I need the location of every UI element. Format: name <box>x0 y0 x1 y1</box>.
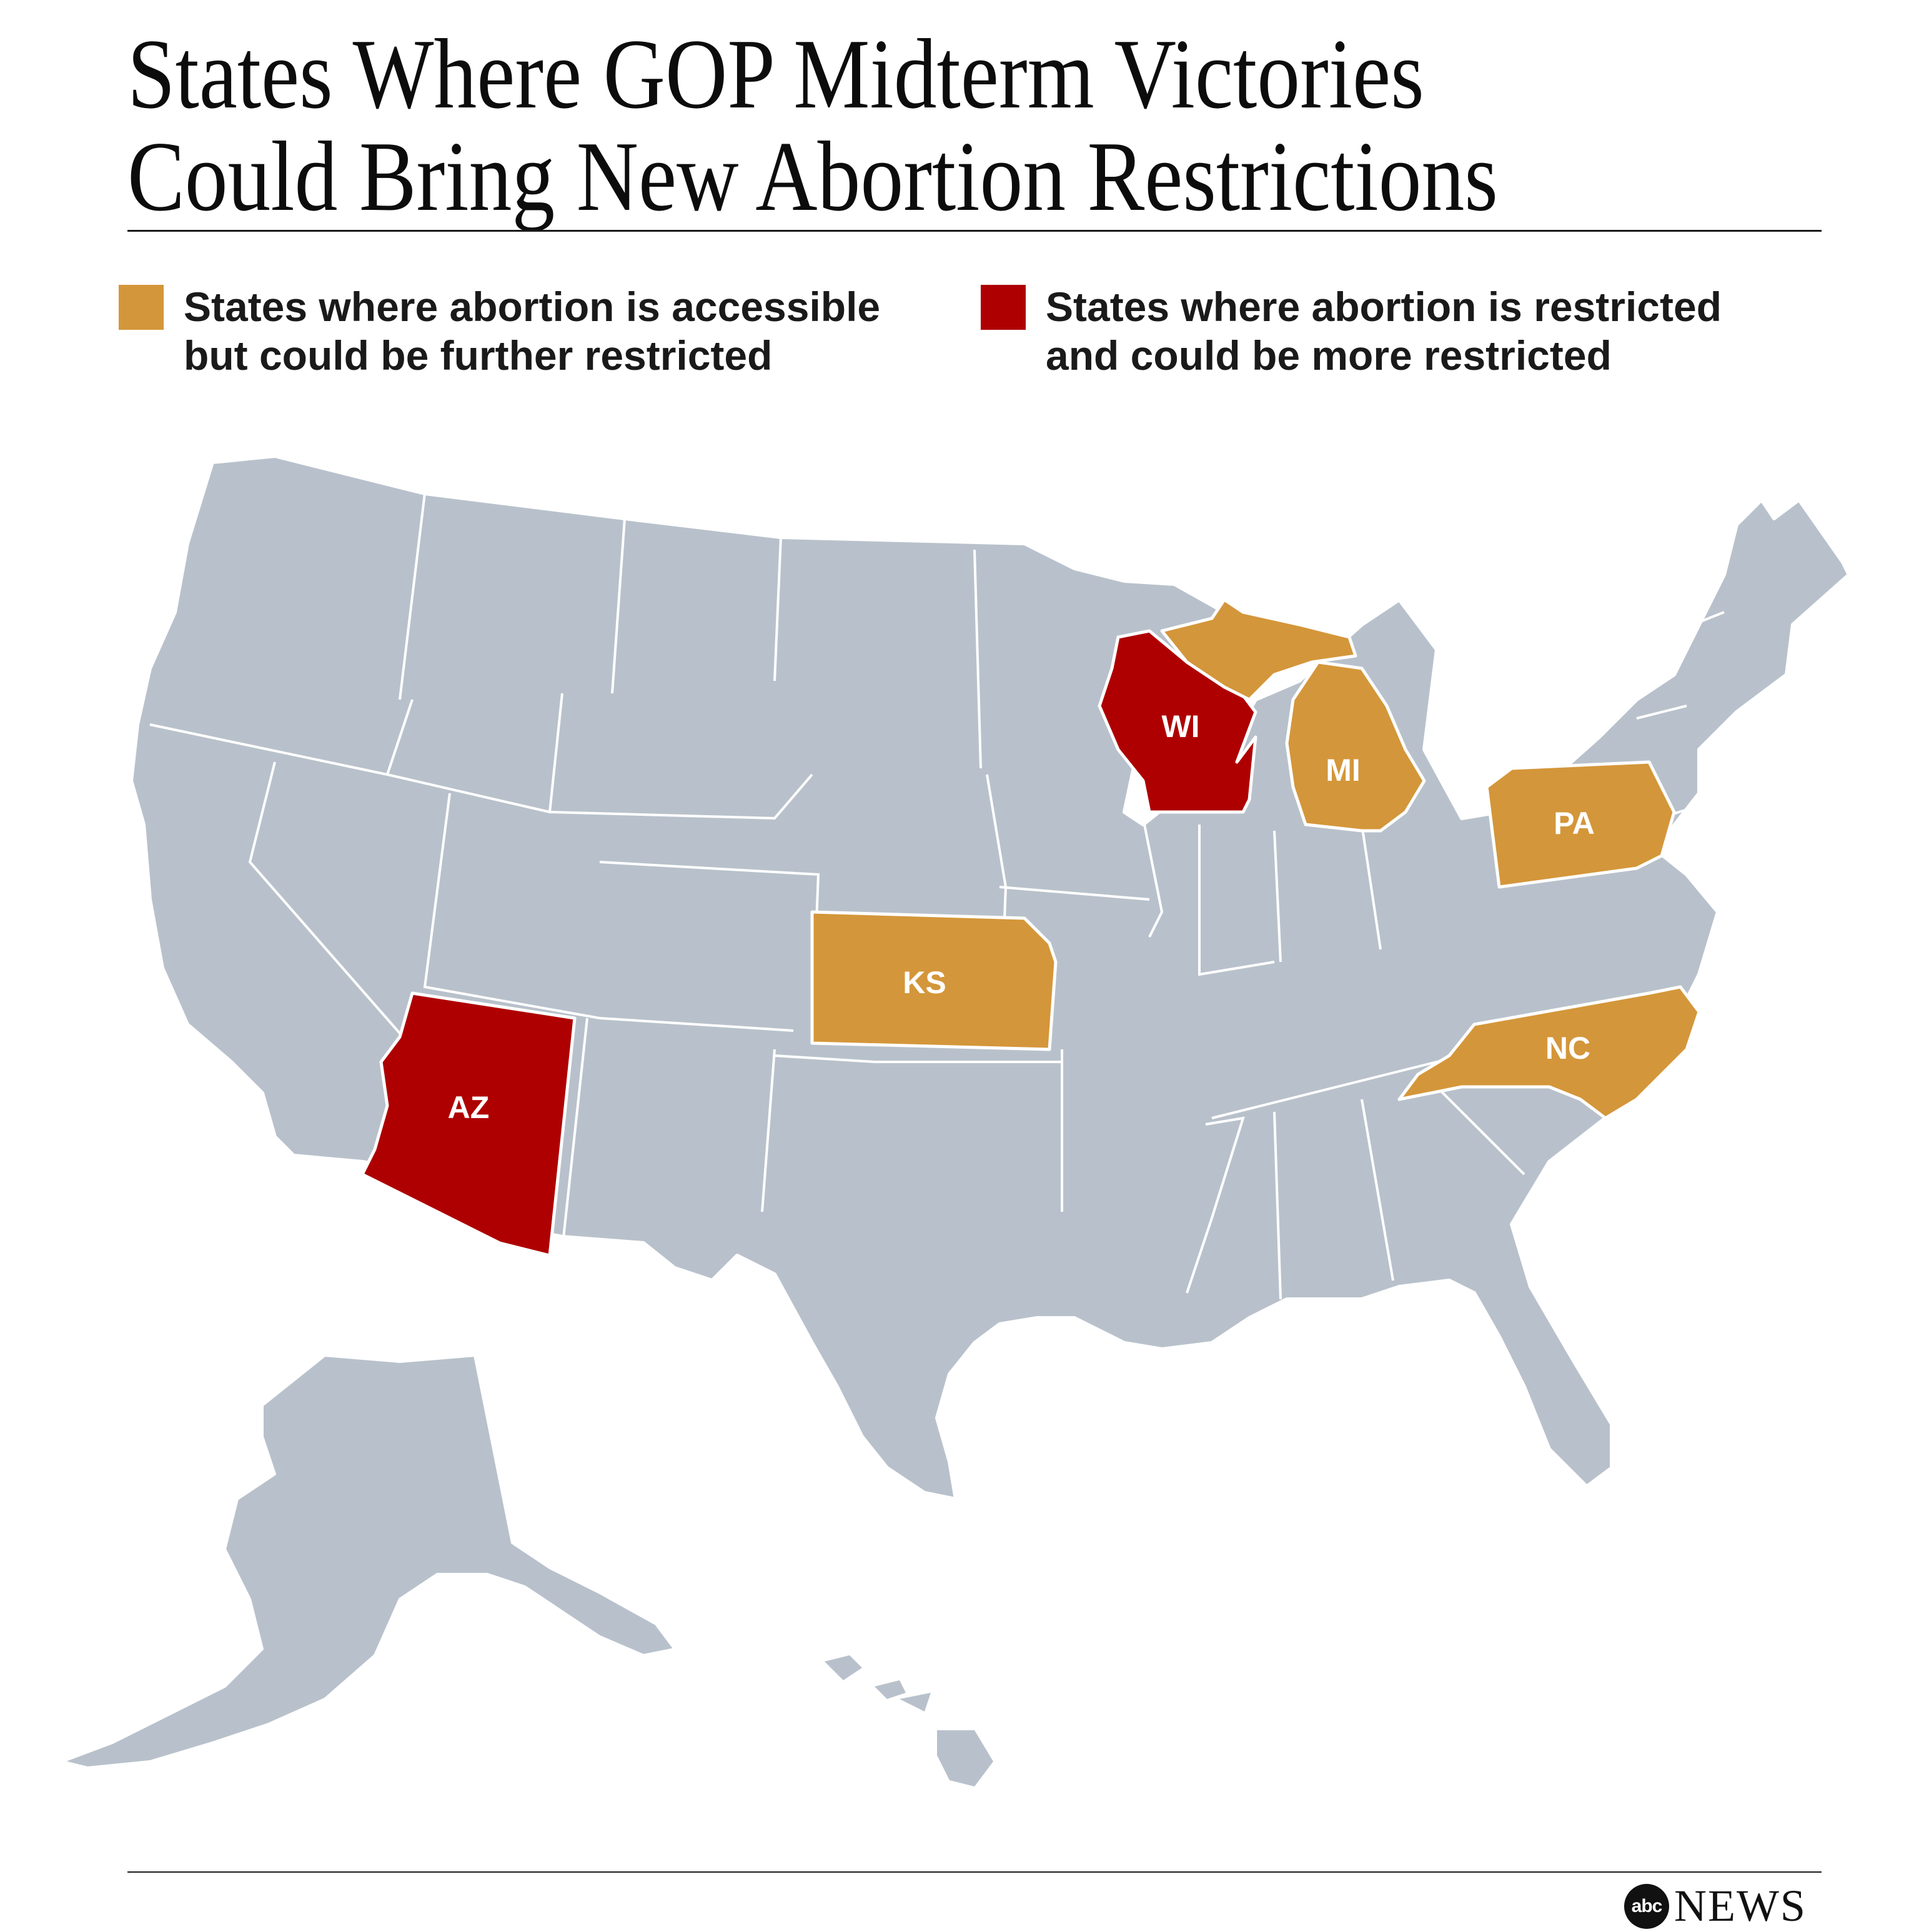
state-borders <box>149 493 1725 1300</box>
border-lines <box>149 493 1725 1300</box>
title-divider <box>127 230 1822 232</box>
state-mi-upper <box>1160 598 1357 701</box>
map-title-line-1: States Where GOP Midterm Victories <box>127 18 1424 129</box>
state-code-nc: NC <box>1545 1031 1590 1066</box>
us-base-landmass <box>61 454 1851 1786</box>
legend-item-restricted: States where abortion is restricted and … <box>981 282 1722 380</box>
state-code-az: AZ <box>448 1090 490 1125</box>
state-code-pa: PA <box>1554 806 1595 841</box>
state-pa <box>1485 760 1676 889</box>
map-title: States Where GOP Midterm Victories Could… <box>127 22 1589 227</box>
abc-news-logo: abc NEWS <box>1624 1880 1807 1932</box>
footer-divider <box>127 1871 1822 1873</box>
hawaii-island-3 <box>900 1693 931 1712</box>
hawaii-island-4 <box>937 1730 993 1786</box>
hawaii-island-1 <box>825 1655 862 1680</box>
state-mi-lower <box>1285 660 1426 833</box>
abc-logo-ball: abc <box>1624 1883 1669 1929</box>
map-title-line-2: Could Bring New Abortion Restrictions <box>127 121 1498 232</box>
state-code-wi: WI <box>1161 709 1199 744</box>
state-code-ks: KS <box>903 965 946 1000</box>
state-nc <box>1397 985 1701 1120</box>
legend-swatch-accessible <box>119 285 164 330</box>
state-ks <box>810 910 1058 1051</box>
highlighted-states <box>360 598 1701 1257</box>
legend-swatch-restricted <box>981 285 1026 330</box>
legend-label-accessible: States where abortion is accessible but … <box>184 284 881 379</box>
state-code-mi: MI <box>1326 753 1361 788</box>
state-az <box>360 991 577 1257</box>
legend-item-accessible: States where abortion is accessible but … <box>119 282 880 380</box>
state-code-labels: WI AZ MI PA KS NC <box>448 709 1595 1125</box>
hawaii-island-2 <box>875 1680 906 1699</box>
alaska-landmass <box>61 1354 676 1769</box>
legend-label-restricted: States where abortion is restricted and … <box>1046 284 1722 379</box>
news-wordmark: NEWS <box>1674 1881 1807 1931</box>
